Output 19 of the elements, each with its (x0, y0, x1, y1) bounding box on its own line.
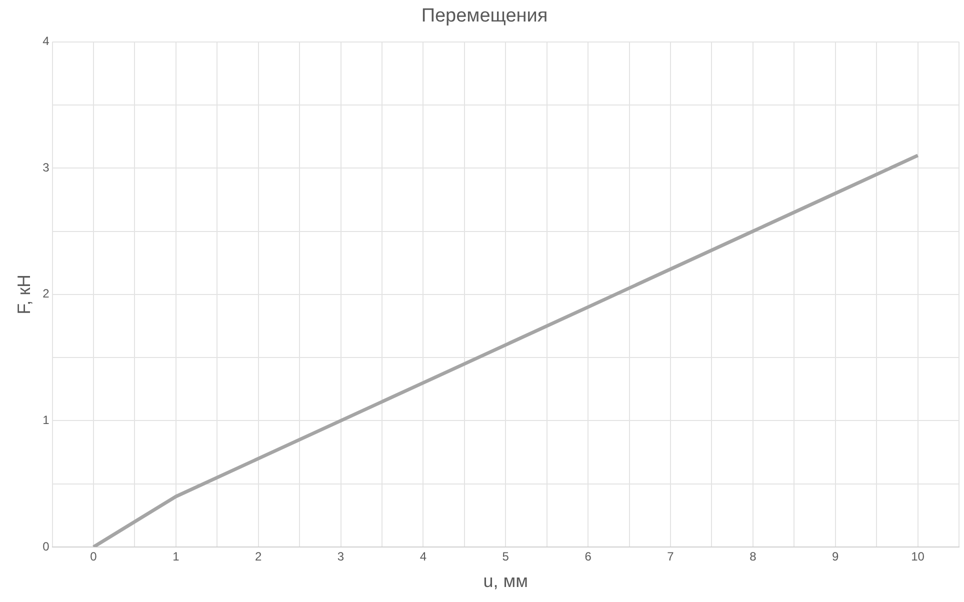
x-tick-label: 0 (90, 550, 98, 564)
x-tick-label: 7 (667, 550, 674, 564)
y-tick-label: 1 (42, 413, 50, 428)
x-tick-label: 6 (584, 550, 592, 564)
x-tick-label: 1 (172, 550, 180, 564)
y-tick-label: 0 (42, 539, 50, 554)
chart-title: Перемещения (421, 6, 548, 27)
y-tick-label: 3 (42, 160, 50, 174)
x-tick-label: 4 (420, 550, 427, 564)
x-tick-label: 9 (832, 550, 840, 564)
x-tick-label: 8 (750, 550, 757, 564)
y-tick-label: 2 (42, 286, 50, 301)
y-axis-title: F, кН (14, 274, 34, 314)
x-axis-title: u, мм (483, 571, 528, 592)
x-tick-label: 5 (502, 550, 510, 564)
x-tick-label: 3 (337, 550, 344, 564)
y-tick-label: 4 (42, 34, 50, 48)
x-tick-label: 2 (255, 550, 262, 564)
x-tick-label: 10 (911, 550, 925, 564)
